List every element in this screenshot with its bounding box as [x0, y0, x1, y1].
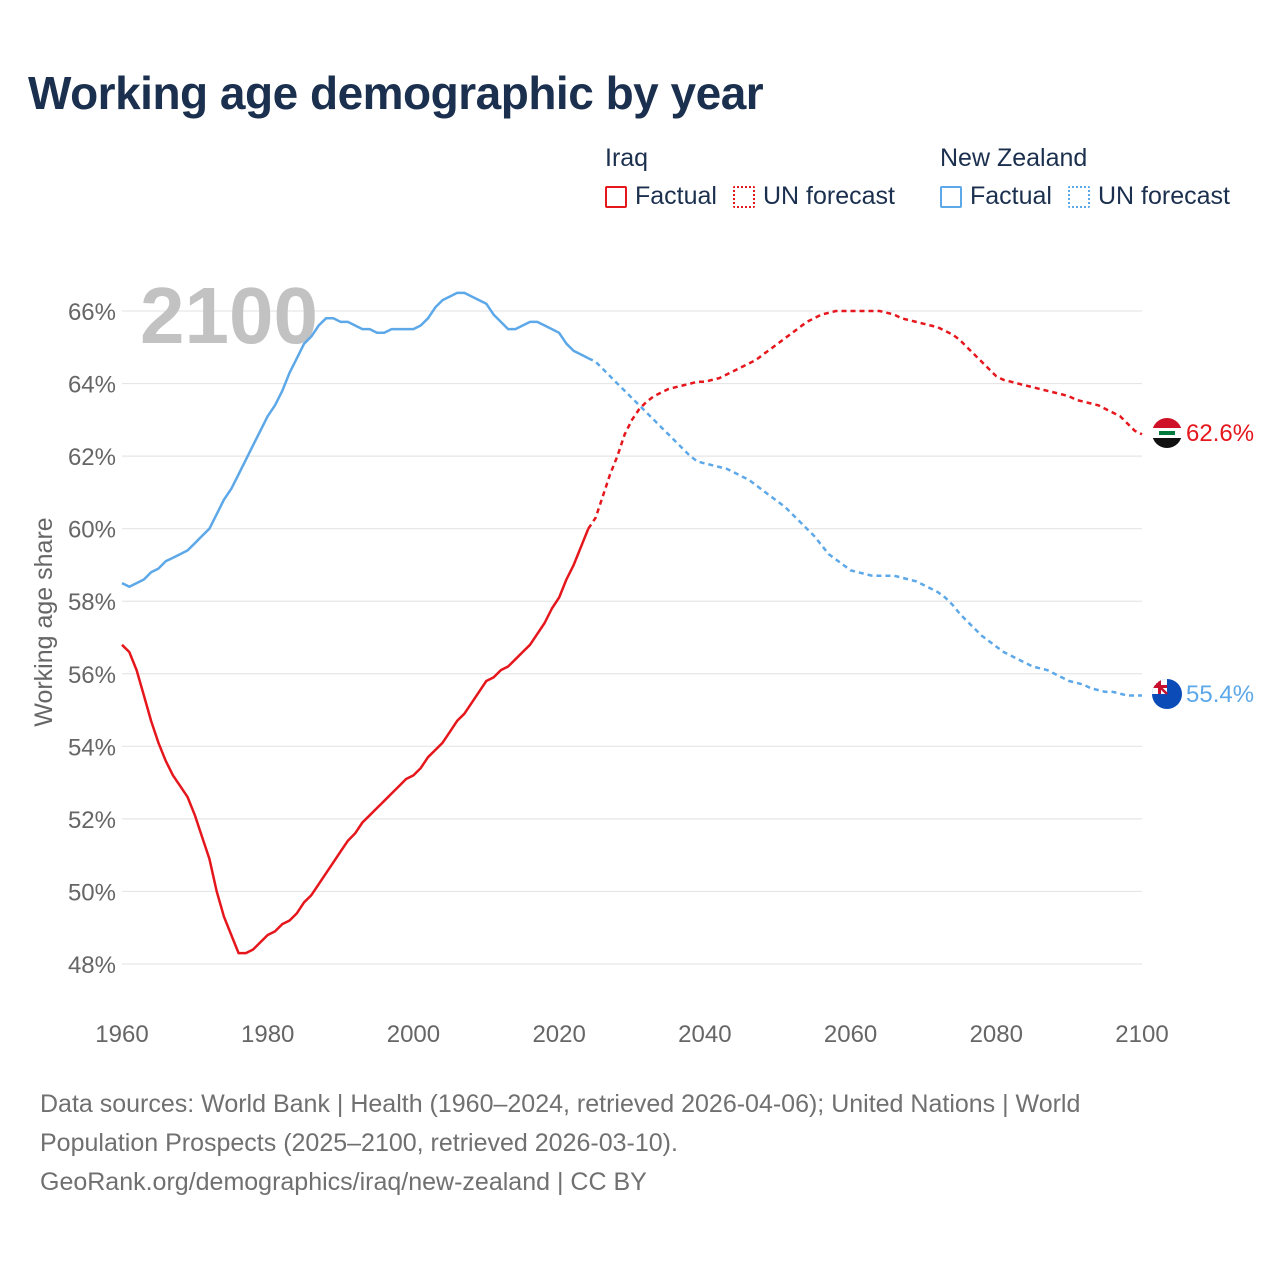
legend-label: UN forecast	[762, 182, 895, 210]
y-tick-label: 66%	[68, 299, 116, 326]
year-watermark: 2100	[140, 271, 318, 360]
data-sources-text: Data sources: World Bank | Health (1960–…	[40, 1090, 1081, 1157]
series-line-new-zealand-factual	[121, 291, 589, 588]
y-tick-label: 50%	[68, 879, 116, 906]
legend-group-iraq: Iraq Factual UN forecast	[605, 140, 895, 211]
x-tick-label: 2000	[387, 1021, 440, 1048]
iraq-flag-icon	[1152, 418, 1182, 448]
legend-item-new-zealand-forecast[interactable]: UN forecast	[1067, 182, 1230, 211]
legend-swatch-dotted	[1067, 185, 1090, 208]
legend-country-label: New Zealand	[940, 144, 1088, 172]
y-axis-label: Working age share	[30, 517, 58, 726]
x-tick-label: 2040	[678, 1021, 731, 1048]
legend-item-iraq-forecast[interactable]: UN forecast	[732, 182, 895, 211]
x-tick-label: 2060	[824, 1021, 877, 1048]
legend-swatch-solid	[605, 185, 627, 208]
y-tick-label: 60%	[68, 517, 116, 544]
series-line-new-zealand-forecast	[587, 357, 1142, 697]
y-tick-label: 52%	[68, 807, 116, 834]
x-tick-label: 2100	[1115, 1021, 1168, 1048]
y-tick-label: 56%	[68, 662, 116, 689]
chart-plot: 2100 48% 50% 52% 54% 56% 58% 60% 62% 64% 66% 1960…	[30, 271, 1254, 1048]
series-line-iraq-factual	[121, 528, 590, 955]
attribution-link[interactable]: GeoRank.org/demographics/iraq/new-zealan…	[40, 1168, 647, 1196]
data-sources: Data sources: World Bank | Health (1960–…	[40, 1085, 1200, 1202]
end-label-new-zealand: 55.4%	[1186, 681, 1254, 708]
new-zealand-flag-icon	[1152, 679, 1182, 709]
y-tick-label: 64%	[68, 372, 116, 399]
legend-group-new-zealand: New Zealand Factual UN forecast	[940, 140, 1230, 211]
y-tick-label: 54%	[68, 734, 116, 761]
x-tick-label: 2020	[532, 1021, 585, 1048]
series-line-iraq-forecast	[587, 309, 1143, 530]
y-tick-label: 62%	[68, 444, 116, 471]
end-label-iraq: 62.6%	[1186, 420, 1254, 447]
legend-item-iraq-factual[interactable]: Factual	[605, 182, 717, 211]
legend-label: UN forecast	[1097, 182, 1230, 210]
x-tick-label: 1980	[241, 1021, 294, 1048]
legend-item-new-zealand-factual[interactable]: Factual	[940, 182, 1052, 211]
y-tick-label: 58%	[68, 589, 116, 616]
legend-swatch-dotted	[732, 185, 755, 208]
y-tick-label: 48%	[68, 952, 116, 979]
chart-title: Working age demographic by year	[28, 67, 764, 119]
legend-swatch-solid	[940, 185, 962, 208]
x-tick-label: 1960	[95, 1021, 148, 1048]
x-tick-label: 2080	[970, 1021, 1023, 1048]
legend-country-label: Iraq	[605, 144, 649, 172]
legend-label: Factual	[635, 182, 717, 210]
legend-label: Factual	[970, 182, 1052, 210]
